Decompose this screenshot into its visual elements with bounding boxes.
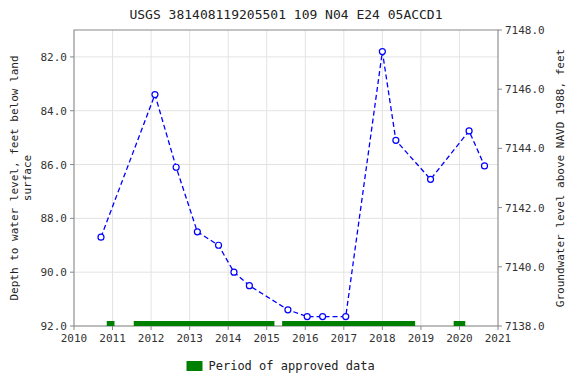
x-tick — [74, 326, 75, 330]
y2-tick — [498, 148, 502, 149]
x-tick-label: 2017 — [331, 332, 358, 345]
data-point — [379, 49, 385, 55]
y-grid-line — [74, 272, 498, 273]
grid — [74, 30, 498, 326]
x-tick — [343, 326, 344, 330]
y2-axis-label: Groundwater level above NAVD 1988, feet — [554, 49, 567, 307]
x-tick-label: 2015 — [253, 332, 280, 345]
data-point — [482, 163, 488, 169]
legend-label: Period of approved data — [209, 359, 375, 373]
x-tick — [459, 326, 460, 330]
approved-period — [107, 321, 115, 326]
data-line — [101, 52, 485, 317]
chart: 2010 2011 2012 2013 2014 2015 2016 2017 2018 2019… — [0, 0, 576, 384]
y2-tick — [498, 30, 502, 31]
y2-tick-label: 7140.0 — [505, 261, 545, 274]
x-tick-label: 2021 — [485, 332, 512, 345]
y-tick-label: 92.0 — [41, 320, 68, 333]
y-tick — [70, 56, 74, 57]
x-tick-label: 2013 — [176, 332, 203, 345]
x-grid-line — [112, 30, 113, 326]
y2-tick-label: 7144.0 — [505, 142, 545, 155]
y2-tick — [498, 89, 502, 90]
y-grid-line — [74, 164, 498, 165]
x-tick — [305, 326, 306, 330]
x-tick-label: 2014 — [215, 332, 242, 345]
y-tick-label: 82.0 — [41, 51, 68, 64]
data-point — [231, 269, 237, 275]
y-tick-label: 84.0 — [41, 105, 68, 118]
x-grid-line — [459, 30, 460, 326]
x-tick — [151, 326, 152, 330]
y-grid-line — [74, 110, 498, 111]
y-tick — [70, 272, 74, 273]
x-tick — [112, 326, 113, 330]
x-tick — [498, 326, 499, 330]
data-point — [194, 229, 200, 235]
y-axis-label: Depth to water level, feet below landsur… — [8, 55, 34, 300]
x-tick-label: 2016 — [292, 332, 319, 345]
y2-tick — [498, 207, 502, 208]
x-grid-line — [382, 30, 383, 326]
data-point — [428, 176, 434, 182]
y2-tick-label: 7146.0 — [505, 83, 545, 96]
y-tick — [70, 110, 74, 111]
x-tick — [420, 326, 421, 330]
title: USGS 381408119205501 109 N04 E24 05ACCD1 — [129, 7, 442, 22]
y-tick-label: 88.0 — [41, 212, 68, 225]
data-point — [246, 283, 252, 289]
y-tick — [70, 326, 74, 327]
plot-frame — [74, 30, 498, 326]
data-point — [285, 307, 291, 313]
y-tick — [70, 218, 74, 219]
y2-tick — [498, 266, 502, 267]
x-tick-label: 2010 — [61, 332, 88, 345]
y-tick-label: 86.0 — [41, 159, 68, 172]
x-tick — [228, 326, 229, 330]
x-tick-label: 2019 — [408, 332, 435, 345]
data-point — [98, 234, 104, 240]
x-tick — [189, 326, 190, 330]
y2-tick-label: 7142.0 — [505, 202, 545, 215]
axes: 2010 2011 2012 2013 2014 2015 2016 2017 2018 2019… — [41, 24, 545, 345]
y-tick — [70, 164, 74, 165]
x-tick-label: 2012 — [138, 332, 165, 345]
y-grid-line — [74, 218, 498, 219]
plot-area — [98, 49, 488, 326]
data-point — [343, 314, 349, 320]
y2-tick-label: 7148.0 — [505, 24, 545, 37]
y-tick-label: 90.0 — [41, 266, 68, 279]
data-point — [466, 128, 472, 134]
x-tick — [382, 326, 383, 330]
approved-period — [134, 321, 275, 326]
x-tick-label: 2011 — [99, 332, 126, 345]
data-point — [152, 92, 158, 98]
x-tick-label: 2018 — [369, 332, 396, 345]
y2-tick — [498, 326, 502, 327]
approved-period — [454, 321, 466, 326]
legend: Period of approved data — [187, 359, 375, 373]
y-grid-line — [74, 56, 498, 57]
data-point — [320, 314, 326, 320]
data-point — [216, 242, 222, 248]
x-grid-line — [305, 30, 306, 326]
data-point — [393, 137, 399, 143]
x-grid-line — [189, 30, 190, 326]
approved-period — [282, 321, 415, 326]
data-point — [173, 164, 179, 170]
x-tick-label: 2020 — [446, 332, 473, 345]
y2-tick-label: 7138.0 — [505, 320, 545, 333]
x-grid-line — [266, 30, 267, 326]
data-point — [304, 314, 310, 320]
x-grid-line — [228, 30, 229, 326]
x-grid-line — [420, 30, 421, 326]
legend-swatch — [187, 361, 203, 371]
x-grid-line — [343, 30, 344, 326]
x-grid-line — [151, 30, 152, 326]
x-tick — [266, 326, 267, 330]
